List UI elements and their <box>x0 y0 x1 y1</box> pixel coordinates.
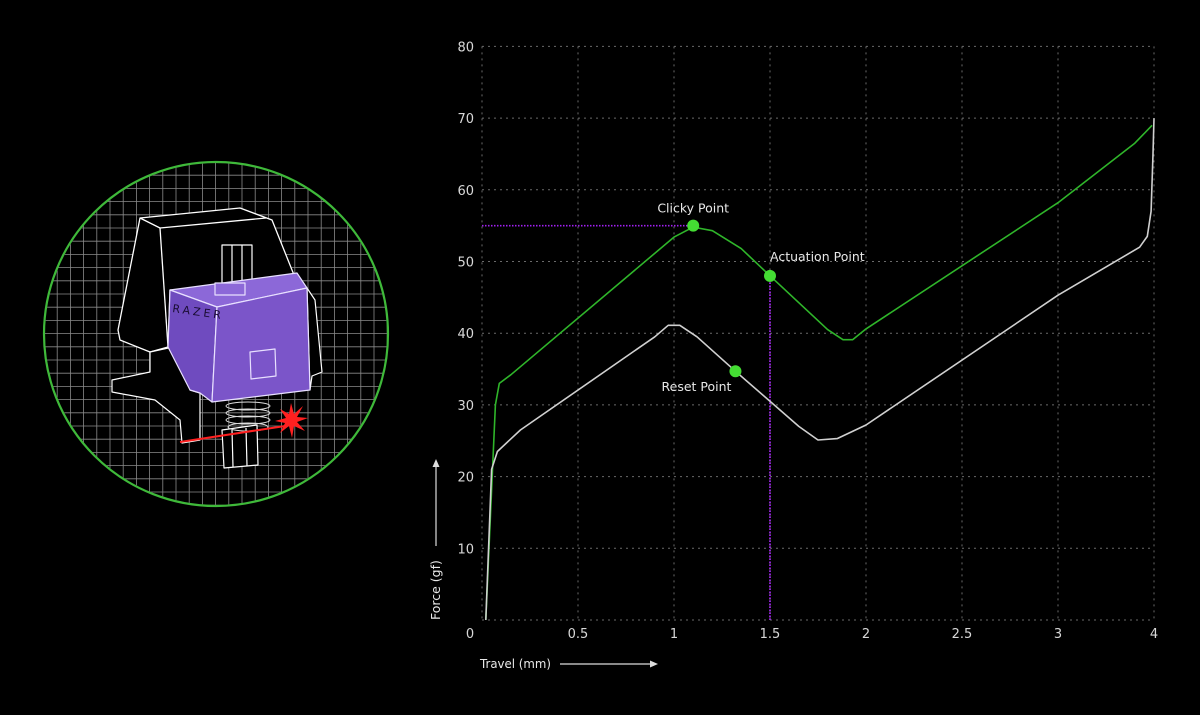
reset-point-marker <box>729 365 742 378</box>
x-axis-arrowhead-icon <box>650 660 658 668</box>
switch-base <box>111 244 323 469</box>
x-tick-label: 2.5 <box>952 627 973 642</box>
y-axis-arrowhead-icon <box>432 459 440 467</box>
y-tick-label: 50 <box>457 256 474 271</box>
laser <box>179 403 308 443</box>
x-tick-label: 2 <box>862 627 870 642</box>
spring <box>225 401 271 432</box>
x-axis-label: Travel (mm) <box>479 656 551 671</box>
x-tick-label: 0.5 <box>568 627 589 642</box>
y-tick-label: 80 <box>457 40 474 55</box>
x-axis-title: Travel (mm) <box>479 656 658 671</box>
actuation-point-marker <box>764 269 776 282</box>
switch-housing: RAZER <box>167 272 311 403</box>
clicky-point-marker <box>687 219 700 232</box>
x-tick-label: 0 <box>466 627 474 642</box>
y-tick-label: 30 <box>457 399 474 414</box>
y-tick-label: 40 <box>457 327 474 342</box>
y-axis-title: Force (gf) <box>428 459 443 620</box>
y-axis-label: Force (gf) <box>428 560 443 620</box>
chart-ticks: 0 0.5 1 1.5 2 2.5 3 4 10 20 30 40 50 60 70 80 <box>457 40 1158 642</box>
y-tick-label: 70 <box>457 112 474 127</box>
actuation-point-label: Actuation Point <box>770 249 865 264</box>
switch-illustration: RAZER <box>42 160 390 508</box>
keycap <box>117 207 301 353</box>
reset-point-label: Reset Point <box>662 379 732 394</box>
x-tick-label: 1 <box>670 627 678 642</box>
reset-force-curve <box>485 118 1155 621</box>
reference-lines <box>482 224 771 620</box>
clicky-point-label: Clicky Point <box>657 201 729 216</box>
chart-markers: Clicky Point Actuation Point Reset Point <box>657 201 864 395</box>
laser-flash-icon <box>275 403 308 438</box>
chart-series <box>485 118 1155 621</box>
y-tick-label: 10 <box>457 542 474 557</box>
x-tick-label: 1.5 <box>760 627 781 642</box>
chart-grid <box>481 45 1155 621</box>
y-tick-label: 60 <box>457 184 474 199</box>
x-tick-label: 3 <box>1054 627 1062 642</box>
x-tick-label: 4 <box>1150 627 1158 642</box>
actuation-force-curve <box>485 124 1153 621</box>
y-tick-label: 20 <box>457 471 474 486</box>
illustration-ring <box>42 160 390 508</box>
